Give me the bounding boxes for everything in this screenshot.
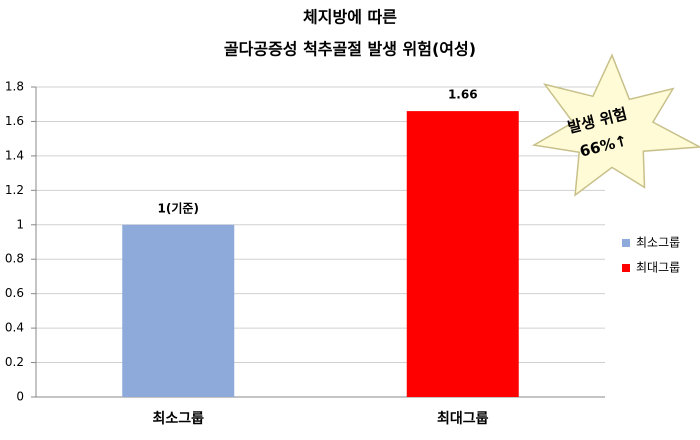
y-tick-label: 1.2 bbox=[5, 183, 24, 197]
bar bbox=[122, 224, 235, 397]
chart-title: 체지방에 따른 bbox=[303, 8, 397, 27]
y-tick-label: 1.8 bbox=[5, 80, 24, 94]
bar bbox=[406, 111, 519, 397]
y-tick-label: 0.2 bbox=[5, 355, 24, 369]
y-tick-label: 1.6 bbox=[5, 114, 24, 128]
y-tick-label: 1.4 bbox=[5, 148, 24, 162]
y-tick-label: 0 bbox=[16, 390, 24, 404]
chart-title: 골다공증성 척추골절 발생 위험(여성) bbox=[224, 40, 476, 59]
annotation-star bbox=[531, 53, 700, 197]
legend-swatch bbox=[622, 264, 630, 272]
y-tick-label: 0.4 bbox=[5, 321, 24, 335]
legend-swatch bbox=[622, 239, 630, 247]
y-tick-label: 1 bbox=[16, 217, 24, 231]
x-tick-label: 최대그룹 bbox=[437, 411, 489, 427]
legend-label: 최소그룹 bbox=[636, 236, 680, 250]
data-label: 1(기준) bbox=[158, 200, 199, 215]
x-tick-label: 최소그룹 bbox=[152, 411, 204, 427]
y-tick-label: 0.6 bbox=[5, 286, 24, 300]
y-tick-label: 0.8 bbox=[5, 252, 24, 266]
data-label: 1.66 bbox=[448, 88, 478, 102]
legend-label: 최대그룹 bbox=[636, 261, 680, 275]
